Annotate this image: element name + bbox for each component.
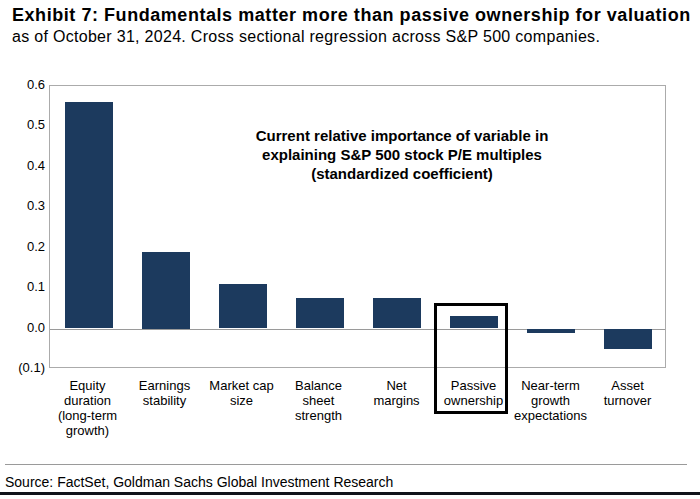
bar-balance-sheet-strength: [296, 298, 344, 328]
x-category-label: Earnings stability: [126, 378, 203, 408]
bar-net-margins: [373, 298, 421, 328]
y-tick-label: 0.2: [2, 240, 45, 254]
y-tick-label: 0.1: [2, 280, 45, 294]
bar-near-term-growth-expectations: [527, 329, 575, 333]
y-tick-label: 0.5: [2, 118, 45, 132]
bar-equity-duration-long-term-growth-: [65, 102, 113, 328]
exhibit-subtitle: as of October 31, 2024. Cross sectional …: [12, 28, 600, 46]
y-tick-label: 0.3: [2, 199, 45, 213]
footer-divider: [5, 464, 687, 465]
exhibit-chart: Exhibit 7: Fundamentals matter more than…: [0, 0, 700, 499]
bar-market-cap-size: [219, 284, 267, 328]
x-category-label: Balance sheet strength: [280, 378, 357, 423]
source-text: Source: FactSet, Goldman Sachs Global In…: [5, 474, 393, 490]
highlight-box-passive-ownership: [434, 303, 508, 414]
y-tick-label: (0.1): [2, 361, 45, 375]
y-tick-label: 0.6: [2, 78, 45, 92]
x-category-label: Asset turnover: [589, 378, 666, 408]
y-tick-label: 0.4: [2, 159, 45, 173]
bottom-border-bar: [0, 492, 700, 495]
y-tick-label: 0.0: [2, 321, 45, 335]
exhibit-title: Exhibit 7: Fundamentals matter more than…: [12, 5, 691, 26]
chart-annotation: Current relative importance of variable …: [241, 126, 563, 183]
bar-earnings-stability: [142, 252, 190, 329]
x-category-label: Net margins: [358, 378, 435, 408]
x-category-label: Equity duration (long-term growth): [49, 378, 126, 438]
x-category-label: Near-term growth expectations: [512, 378, 589, 423]
x-category-label: Market cap size: [203, 378, 280, 408]
bar-asset-turnover: [604, 329, 652, 349]
